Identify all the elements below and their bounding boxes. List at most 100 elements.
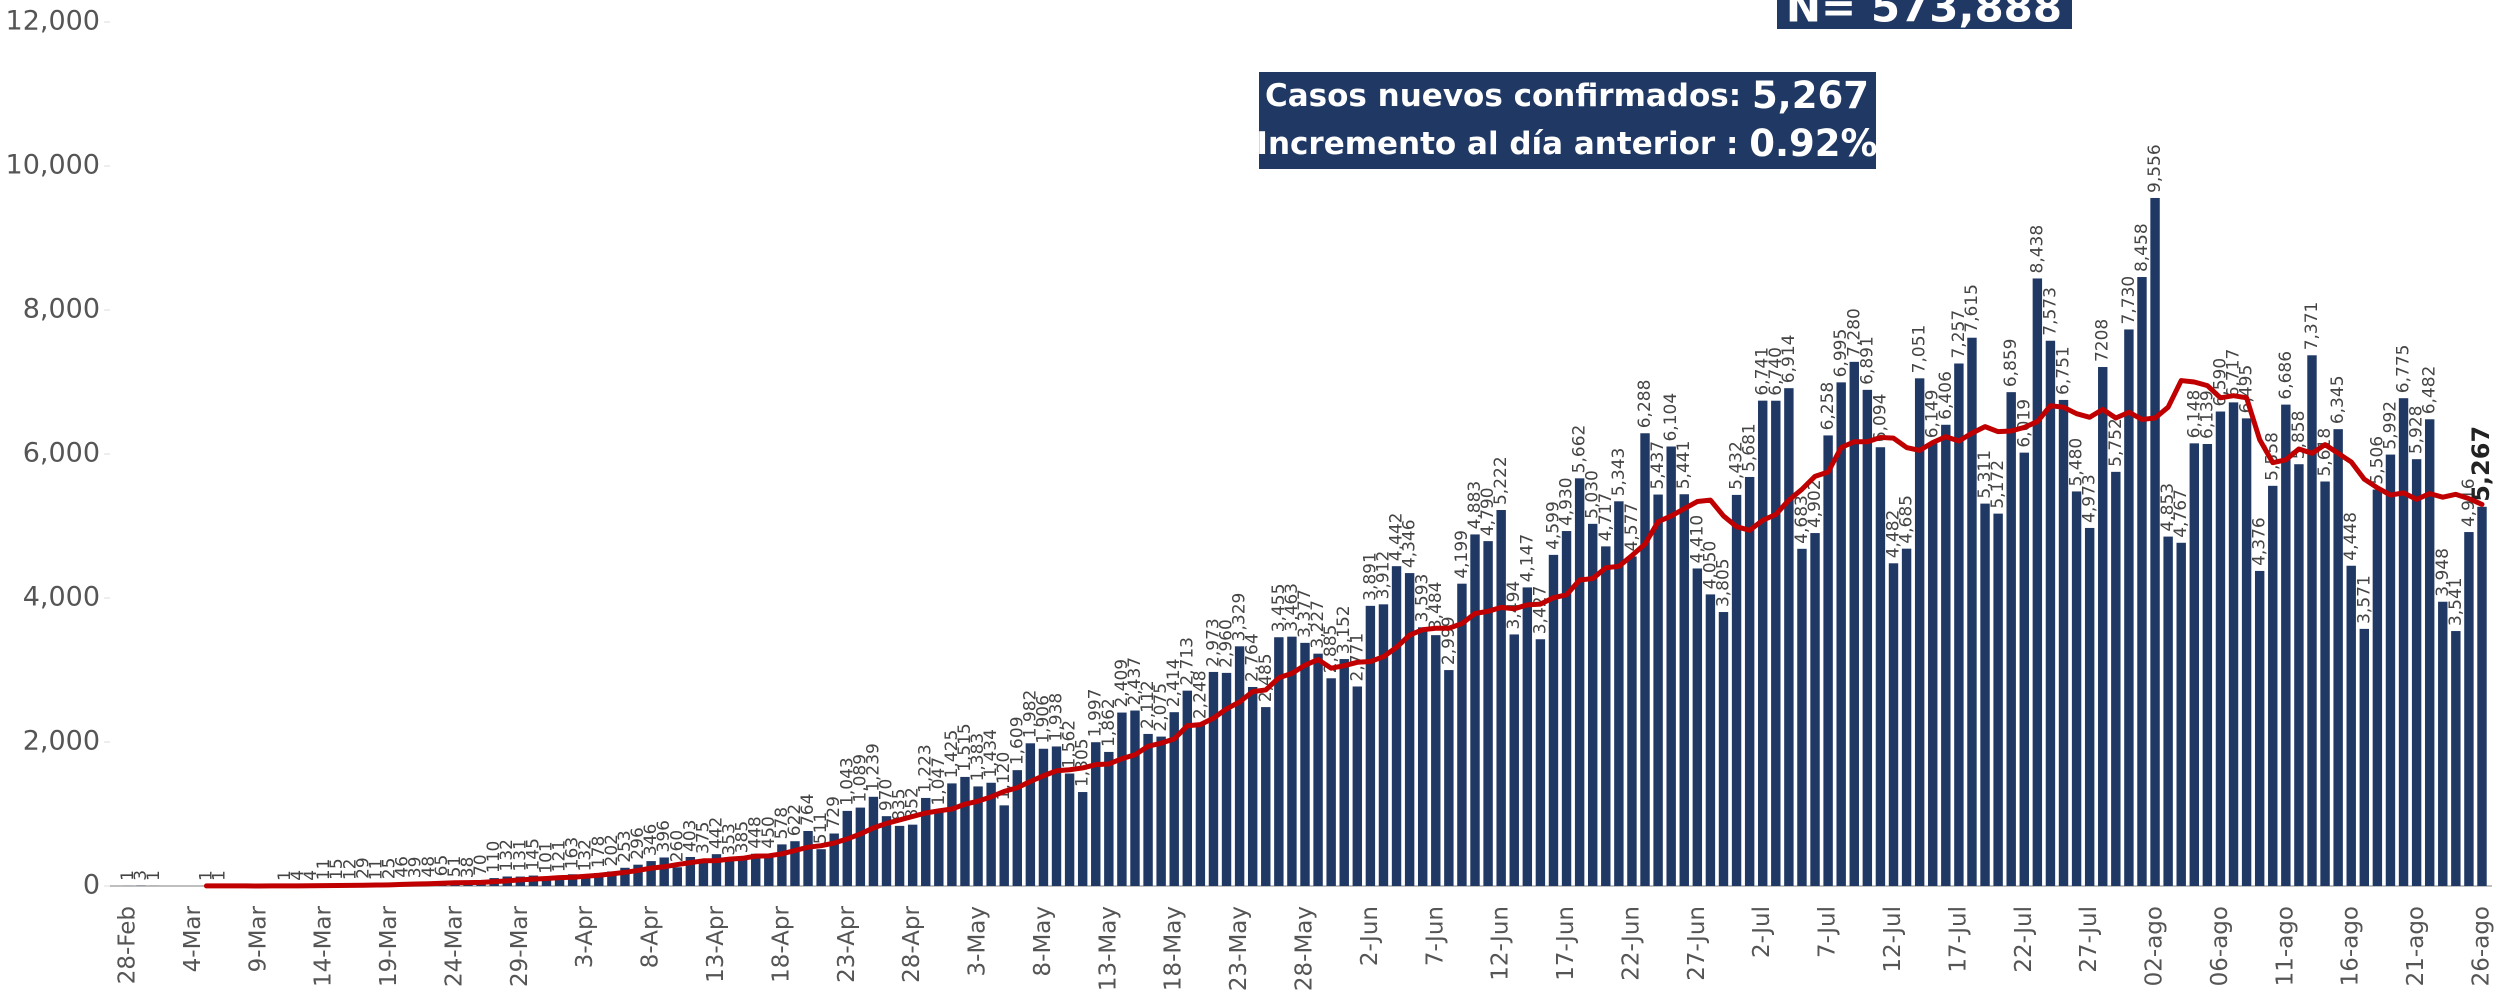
x-tick-label: 12-Jun [1488,906,1514,981]
data-label: 70 [471,854,491,876]
bar [1234,646,1245,886]
data-label: 4,717 [1596,493,1616,542]
data-label: 1,434 [981,729,1001,778]
data-label: 12 [340,858,360,880]
data-label: 121 [550,840,570,872]
data-label: 178 [589,836,609,868]
data-label: 5,662 [1570,425,1590,474]
bar [803,830,813,886]
data-label: 2,485 [1256,653,1276,702]
x-tick-label: 3-May [965,906,991,976]
data-label: 7,371 [2302,302,2322,351]
data-label: 442 [707,817,727,849]
increase-label: Incremento al día anterior : [1256,126,1738,162]
data-label: 5,752 [2106,418,2126,467]
bar [724,860,735,886]
data-label: 1,515 [955,723,975,772]
data-label: 3 [131,870,151,881]
bar [2254,570,2265,886]
bar [2124,329,2134,886]
data-label: 4,376 [2250,517,2270,566]
data-label: 5,172 [1988,460,2008,509]
data-label: 7,280 [1844,308,1864,357]
data-label: 1 [210,870,230,881]
x-tick-label: 23-Apr [834,905,860,982]
y-tick-label: 6,000 [23,438,100,469]
data-label: 1,305 [1073,738,1093,787]
bar [1130,710,1140,886]
data-label: 7,615 [1962,284,1982,333]
y-tick-label: 2,000 [23,726,100,757]
bar [2019,452,2029,886]
data-label: 2,075 [1151,683,1171,732]
bar [1784,388,1794,886]
data-label: 403 [680,820,700,852]
bar [1928,443,1938,886]
data-label: 7208 [2093,319,2113,362]
bar [1561,531,1572,886]
bar [1797,548,1807,886]
bar [1980,503,1990,886]
data-label: 8,458 [2132,223,2152,272]
data-label: 3,494 [1504,581,1524,630]
data-label: 6,139 [2197,390,2217,439]
data-label: 1,906 [1033,695,1053,744]
bar [1182,690,1193,886]
data-label: 296 [628,827,648,859]
bar [2372,489,2383,886]
data-label: 163 [563,837,583,869]
data-label: 48 [419,856,439,878]
data-label: 5,311 [1975,450,1995,499]
data-label: 2,960 [1217,619,1237,668]
bar [881,816,892,886]
bar [1679,494,1689,886]
data-label: 1,239 [863,743,883,792]
total-box-bg [1777,0,2072,29]
bar [2006,392,2016,886]
bar [1143,733,1153,886]
bar [816,849,826,886]
bar [894,825,905,886]
bar [1588,523,1598,886]
bar [646,861,656,886]
data-label: 4,482 [1884,510,1904,559]
bar [1300,642,1310,886]
data-label: 1,223 [916,744,936,793]
data-label: 3,227 [1308,600,1328,649]
data-label: 39 [406,857,426,879]
data-label: 1,383 [968,733,988,782]
data-label: 1,997 [1086,689,1106,738]
data-label: 6,148 [2184,390,2204,439]
summary-box: Casos nuevos confirmados: 5,267 Incremen… [1256,72,1878,169]
data-label: 3,329 [1230,593,1250,642]
x-tick-label: 06-ago [2207,906,2233,986]
bar [1496,510,1506,886]
y-tick-label: 4,000 [23,582,100,613]
y-tick-label: 10,000 [6,150,100,181]
data-label: 8,438 [2027,225,2047,274]
data-label: 6,686 [2276,351,2296,400]
data-label: 1 [275,870,295,881]
bar [1967,337,1977,887]
data-label: 6,345 [2328,375,2348,424]
data-label: 6,149 [1923,390,1943,439]
data-label: 4,442 [1387,513,1407,562]
data-label: 6,094 [1870,394,1890,443]
data-label: 4,973 [2080,474,2100,523]
data-label: 1,043 [837,757,857,806]
data-label: 353 [720,823,740,855]
total-text: N= 573,888 [1786,0,2062,32]
bar [1339,659,1349,886]
bar [1064,773,1075,886]
bar [2333,429,2343,886]
data-label: 3,593 [1413,574,1433,623]
bar [1692,568,1703,886]
data-label: 4,448 [2341,512,2361,561]
data-label: 3,571 [2354,575,2374,624]
bar [2398,398,2409,886]
bar [1221,672,1232,886]
x-tick-label: 13-May [1095,906,1121,990]
bar [2098,367,2108,886]
y-tick-label: 8,000 [23,294,100,325]
bar [2359,628,2370,886]
